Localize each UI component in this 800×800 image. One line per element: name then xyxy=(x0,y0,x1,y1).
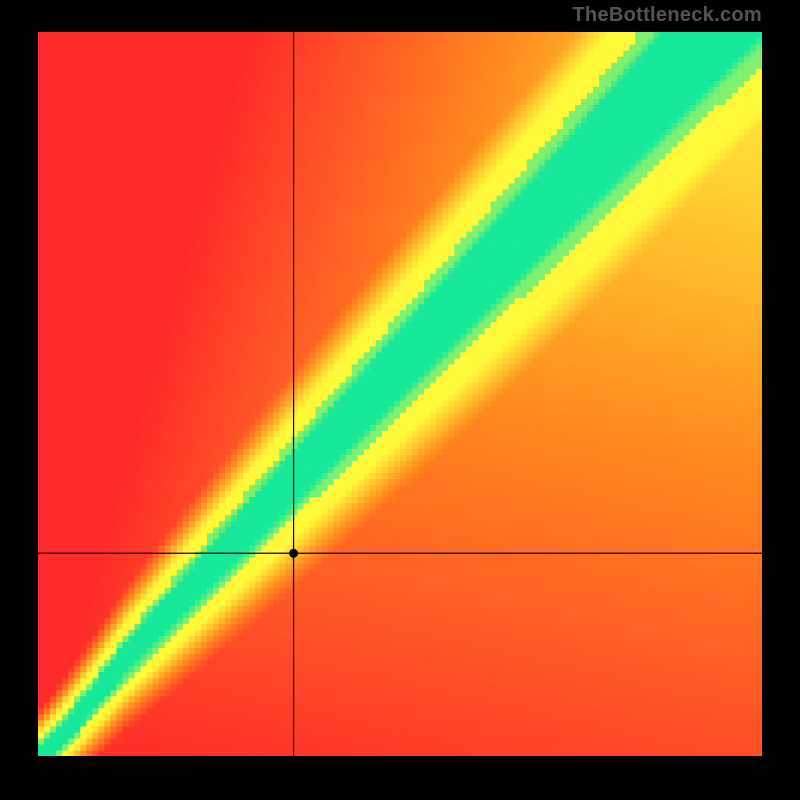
attribution-text: TheBottleneck.com xyxy=(572,4,762,27)
heatmap-cells xyxy=(38,32,762,756)
bottleneck-heatmap xyxy=(38,32,762,756)
heatmap-svg xyxy=(38,32,762,756)
crosshair-marker xyxy=(289,549,298,558)
